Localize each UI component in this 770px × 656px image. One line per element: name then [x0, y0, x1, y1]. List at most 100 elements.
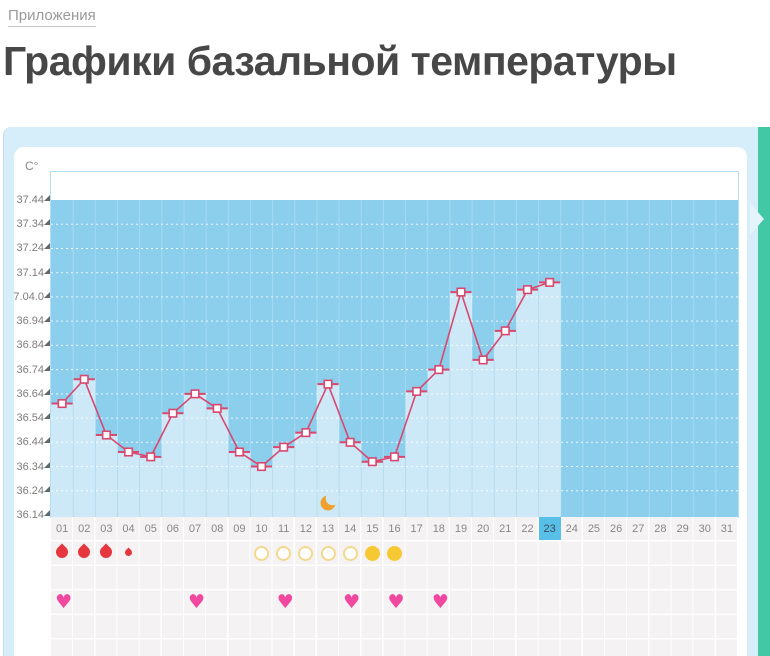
data-point-marker[interactable] — [190, 389, 200, 399]
data-point-marker[interactable] — [57, 398, 67, 409]
axis-tick-icon — [44, 242, 51, 250]
chart-card: C° 37.44 37.34 37.24 37.14 7.04.0 36.94 36.84 3… — [13, 147, 747, 656]
day-label[interactable]: 01 — [55, 523, 69, 535]
data-point-marker[interactable] — [124, 447, 134, 457]
data-point-marker[interactable] — [234, 447, 244, 457]
heart-icon: ♥ — [387, 591, 405, 613]
day-label[interactable]: 05 — [144, 523, 157, 535]
data-point-marker[interactable] — [323, 379, 333, 389]
day-label[interactable]: 20 — [477, 523, 490, 535]
day-bar — [183, 393, 207, 517]
day-label[interactable]: 29 — [676, 523, 689, 535]
data-point-marker[interactable] — [168, 408, 178, 418]
day-label[interactable]: 16 — [388, 523, 401, 535]
day-label[interactable]: 21 — [499, 523, 512, 535]
day-label[interactable]: 08 — [211, 523, 224, 535]
day-bar — [294, 432, 317, 517]
day-bar — [405, 391, 428, 517]
page-title: Графики базальной температуры — [3, 38, 677, 84]
day-label[interactable]: 27 — [632, 523, 645, 535]
day-label[interactable]: 07 — [188, 523, 202, 535]
y-axis-tick-label: 37.34 — [16, 218, 44, 231]
day-label[interactable]: 04 — [122, 523, 135, 535]
day-bar — [472, 359, 495, 517]
day-label[interactable]: 02 — [78, 523, 91, 535]
ovulation-test-positive-icon — [364, 545, 380, 561]
axis-tick-icon — [44, 460, 51, 468]
data-point-marker[interactable] — [500, 326, 510, 336]
y-axis-tick-label: 37.44 — [16, 194, 44, 206]
day-label[interactable]: 14 — [344, 523, 357, 535]
blood-drop-icon — [97, 543, 115, 561]
y-axis-tick-label: 36.54 — [16, 412, 44, 425]
y-axis-tick-label: 36.94 — [16, 315, 44, 328]
day-label[interactable]: 26 — [609, 523, 623, 535]
bbt-chart-widget: C° 37.44 37.34 37.24 37.14 7.04.0 36.94 36.84 3… — [3, 127, 759, 656]
day-label[interactable]: 17 — [410, 523, 423, 535]
y-axis-tick-label: 36.64 — [16, 387, 44, 400]
day-label[interactable]: 10 — [255, 523, 268, 535]
day-bar — [383, 456, 406, 517]
day-label[interactable]: 06 — [166, 523, 179, 535]
ovulation-test-icon — [298, 545, 314, 561]
day-label[interactable]: 13 — [321, 523, 335, 535]
day-label[interactable]: 12 — [299, 523, 312, 535]
data-point-marker[interactable] — [79, 374, 89, 384]
breadcrumb-link[interactable]: Приложения — [8, 7, 96, 27]
day-label-selected[interactable]: 23 — [538, 517, 561, 540]
y-axis-tick-label: 36.14 — [16, 509, 44, 521]
blood-drop-icon — [123, 547, 134, 557]
data-point-marker[interactable] — [256, 461, 267, 472]
data-point-marker[interactable] — [367, 457, 377, 467]
data-point-marker[interactable] — [212, 403, 222, 413]
bbt-chart-plot[interactable] — [50, 171, 739, 518]
data-point-marker[interactable] — [345, 437, 355, 447]
heart-icon: ♥ — [276, 591, 294, 613]
data-point-marker[interactable] — [478, 355, 488, 365]
heart-icon: ♥ — [431, 591, 449, 613]
axis-tick-icon — [44, 194, 51, 201]
day-label[interactable]: 03 — [100, 523, 113, 535]
day-bar — [516, 289, 539, 517]
data-point-marker[interactable] — [279, 442, 289, 452]
day-label[interactable]: 11 — [277, 523, 290, 535]
day-bar — [228, 452, 251, 517]
day-label[interactable]: 19 — [454, 523, 468, 535]
data-point-marker[interactable] — [434, 365, 444, 375]
day-label[interactable]: 24 — [565, 523, 578, 535]
ovulation-test-positive-icon — [387, 545, 402, 561]
day-label[interactable]: 31 — [720, 523, 734, 535]
heart-icon: ♥ — [188, 591, 206, 613]
day-bar — [272, 447, 295, 517]
day-bar — [316, 384, 340, 517]
data-point-marker[interactable] — [389, 452, 400, 462]
data-point-marker[interactable] — [301, 428, 311, 438]
heart-icon: ♥ — [55, 591, 73, 613]
y-axis-tick-label: 36.84 — [16, 339, 44, 352]
data-point-marker[interactable] — [456, 287, 466, 297]
y-axis-tick-label: 37.24 — [16, 242, 44, 255]
day-label[interactable]: 28 — [654, 523, 667, 535]
ovulation-test-icon — [342, 545, 358, 561]
day-bar — [494, 330, 517, 517]
carousel-next-icon[interactable] — [750, 203, 764, 235]
day-label[interactable]: 30 — [698, 523, 711, 535]
heart-icon: ♥ — [343, 591, 361, 613]
day-label[interactable]: 22 — [521, 523, 534, 535]
day-label[interactable]: 25 — [587, 523, 601, 535]
axis-tick-icon — [44, 339, 51, 347]
data-point-marker[interactable] — [146, 452, 156, 462]
axis-tick-icon — [44, 436, 51, 444]
data-point-marker[interactable] — [412, 386, 422, 396]
ovulation-test-icon — [254, 545, 270, 561]
y-axis-unit-label: C° — [25, 159, 39, 173]
data-point-marker[interactable] — [101, 430, 111, 440]
day-label[interactable]: 18 — [432, 523, 445, 535]
day-label[interactable]: 15 — [366, 523, 379, 535]
day-bar — [449, 292, 473, 517]
data-point-marker[interactable] — [545, 277, 555, 287]
day-label[interactable]: 09 — [233, 523, 246, 535]
data-point-marker[interactable] — [522, 285, 533, 295]
axis-tick-icon — [44, 484, 51, 492]
